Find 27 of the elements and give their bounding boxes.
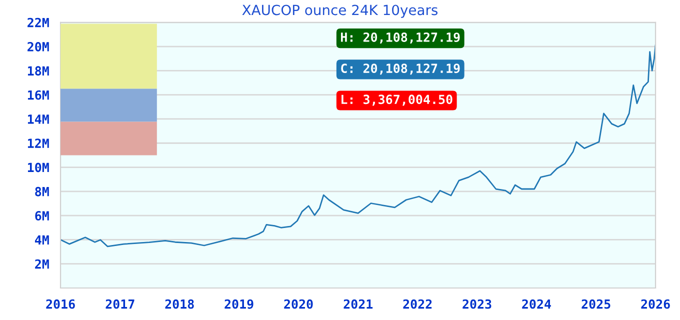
y-tick-label: 14M [28, 114, 49, 124]
x-tick-label: 2019 [224, 299, 254, 309]
y-tick-label: 4M [34, 235, 49, 244]
y-tick-label: 6M [35, 211, 49, 220]
y-tick-label: 2M [35, 259, 49, 269]
y-tick-label: 16M [28, 90, 49, 100]
annotation: L: 3,367,004.50 [342, 94, 452, 106]
y-tick-label: 10M [28, 162, 49, 172]
x-tick-label: 2025 [582, 299, 610, 309]
x-tick-label: 2016 [46, 299, 75, 309]
y-tick-label: 8M [35, 186, 49, 196]
x-tick-label: 2021 [344, 299, 373, 309]
y-tick-label: 22M [28, 18, 49, 28]
x-tick-label: 2026 [641, 299, 670, 309]
annotation: C: 20,108,127.19 [341, 64, 460, 75]
y-tick-label: 12M [28, 138, 49, 148]
x-tick-label: 2024 [522, 299, 551, 309]
annotation: H: 20,108,127.19 [341, 32, 460, 44]
line-series [60, 44, 656, 248]
chart-title: XAUCOP ounce 24K 10years [242, 4, 438, 18]
x-tick-label: 2018 [165, 299, 194, 309]
x-tick-label: 2020 [284, 299, 313, 309]
y-tick-label: 18M [28, 66, 49, 76]
y-tick-label: 20M [28, 42, 49, 52]
x-tick-label: 2022 [403, 299, 432, 309]
x-tick-label: 2023 [462, 299, 492, 309]
x-tick-label: 2017 [106, 299, 134, 309]
